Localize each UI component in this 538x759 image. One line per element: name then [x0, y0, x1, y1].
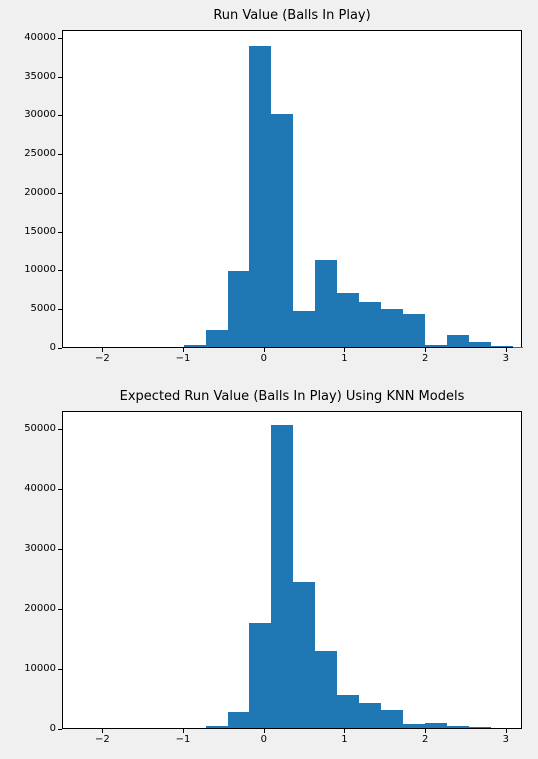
- xtick-label: −2: [95, 354, 110, 364]
- bar-top-12: [447, 335, 469, 347]
- xtick-mark: [102, 729, 103, 733]
- chart-title-top: Run Value (Balls In Play): [62, 8, 522, 23]
- ytick-label: 35000: [24, 72, 56, 82]
- ytick-mark: [58, 489, 62, 490]
- xtick-label: 2: [422, 354, 428, 364]
- xtick-label: −1: [176, 354, 191, 364]
- ytick-label: 25000: [24, 149, 56, 159]
- xtick-mark: [425, 348, 426, 352]
- chart-panel-bottom: [62, 411, 522, 729]
- ytick-mark: [58, 115, 62, 116]
- xtick-mark: [264, 348, 265, 352]
- ytick-label: 0: [50, 724, 56, 734]
- xtick-mark: [425, 729, 426, 733]
- ytick-label: 20000: [24, 188, 56, 198]
- xtick-mark: [506, 348, 507, 352]
- xtick-label: 3: [503, 735, 509, 745]
- bar-bottom-0: [206, 726, 228, 728]
- ytick-mark: [58, 232, 62, 233]
- bar-bottom-6: [337, 695, 359, 728]
- ytick-label: 5000: [31, 304, 56, 314]
- ytick-label: 10000: [24, 664, 56, 674]
- ytick-mark: [58, 309, 62, 310]
- ytick-mark: [58, 348, 62, 349]
- xtick-label: 0: [261, 354, 267, 364]
- ytick-label: 20000: [24, 604, 56, 614]
- ytick-mark: [58, 38, 62, 39]
- xtick-mark: [102, 348, 103, 352]
- xtick-label: −2: [95, 735, 110, 745]
- ytick-mark: [58, 270, 62, 271]
- ytick-label: 10000: [24, 265, 56, 275]
- ytick-mark: [58, 77, 62, 78]
- xtick-mark: [264, 729, 265, 733]
- xtick-mark: [183, 729, 184, 733]
- ytick-label: 30000: [24, 110, 56, 120]
- bar-top-4: [271, 114, 293, 347]
- xtick-label: 0: [261, 735, 267, 745]
- figure: Run Value (Balls In Play)−2−101230500010…: [0, 0, 538, 759]
- bar-top-1: [206, 330, 228, 347]
- ytick-label: 15000: [24, 227, 56, 237]
- bar-bottom-1: [228, 712, 250, 728]
- chart-panel-top: [62, 30, 522, 348]
- chart-title-bottom: Expected Run Value (Balls In Play) Using…: [62, 389, 522, 404]
- xtick-label: 1: [341, 354, 347, 364]
- bar-bottom-4: [293, 582, 315, 728]
- bar-bottom-5: [315, 651, 337, 728]
- bar-top-9: [381, 309, 403, 347]
- bar-bottom-3: [271, 425, 293, 728]
- bar-top-14: [491, 346, 513, 347]
- xtick-label: 1: [341, 735, 347, 745]
- bar-bottom-7: [359, 703, 381, 728]
- bar-bottom-8: [381, 710, 403, 728]
- ytick-mark: [58, 154, 62, 155]
- bar-bottom-2: [249, 623, 271, 728]
- xtick-mark: [344, 348, 345, 352]
- bar-bottom-12: [469, 727, 491, 728]
- ytick-mark: [58, 669, 62, 670]
- xtick-mark: [506, 729, 507, 733]
- bar-bottom-11: [447, 726, 469, 728]
- bar-top-5: [293, 311, 315, 347]
- xtick-mark: [183, 348, 184, 352]
- ytick-label: 50000: [24, 424, 56, 434]
- ytick-label: 30000: [24, 544, 56, 554]
- xtick-label: 3: [503, 354, 509, 364]
- ytick-mark: [58, 729, 62, 730]
- bar-top-13: [469, 342, 491, 347]
- bar-top-0: [184, 345, 206, 347]
- xtick-mark: [344, 729, 345, 733]
- xtick-label: −1: [176, 735, 191, 745]
- ytick-mark: [58, 193, 62, 194]
- ytick-mark: [58, 549, 62, 550]
- ytick-label: 0: [50, 343, 56, 353]
- bar-top-11: [425, 345, 447, 347]
- bar-top-3: [249, 46, 271, 347]
- bar-top-6: [315, 260, 337, 347]
- xtick-label: 2: [422, 735, 428, 745]
- ytick-mark: [58, 609, 62, 610]
- bar-bottom-10: [425, 723, 447, 728]
- ytick-label: 40000: [24, 484, 56, 494]
- bar-top-7: [337, 293, 359, 347]
- bar-top-8: [359, 302, 381, 347]
- ytick-label: 40000: [24, 33, 56, 43]
- bar-top-2: [228, 271, 250, 347]
- ytick-mark: [58, 429, 62, 430]
- bar-top-10: [403, 314, 425, 347]
- bar-bottom-9: [403, 724, 425, 728]
